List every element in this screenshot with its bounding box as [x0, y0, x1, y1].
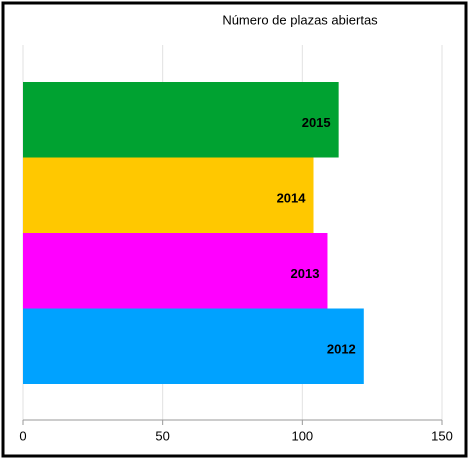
bar-label: 2015 — [302, 115, 331, 130]
bar — [23, 308, 364, 384]
x-tick-label: 50 — [155, 428, 169, 443]
bar-label: 2014 — [277, 191, 307, 206]
bar — [23, 82, 339, 158]
bar-label: 2012 — [327, 342, 356, 357]
x-tick-label: 100 — [291, 428, 313, 443]
x-tick-label: 0 — [19, 428, 26, 443]
bar — [23, 233, 328, 309]
chart-title: Número de plazas abiertas — [222, 12, 378, 27]
bar — [23, 157, 314, 233]
x-tick-label: 150 — [431, 428, 453, 443]
bar-label: 2013 — [291, 266, 320, 281]
